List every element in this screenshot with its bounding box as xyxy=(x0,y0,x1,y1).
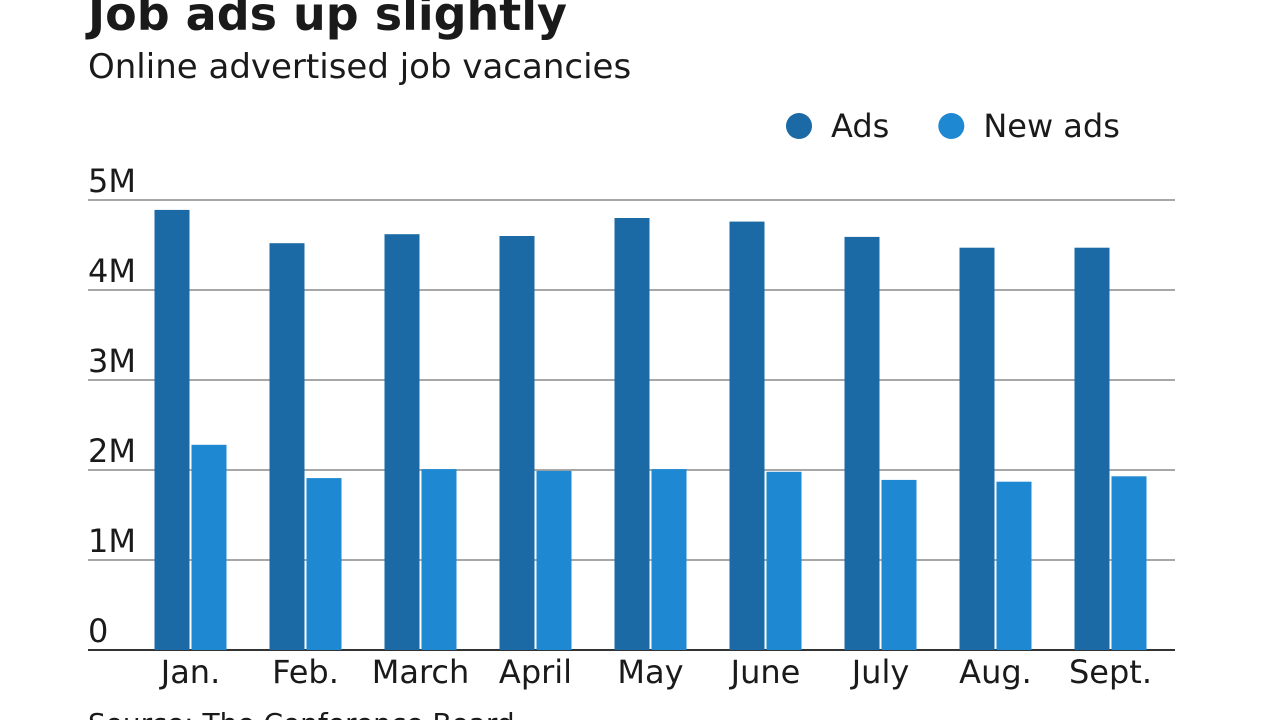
y-tick-label: 4M xyxy=(88,252,136,290)
x-tick-label: Aug. xyxy=(959,653,1032,691)
legend-label: New ads xyxy=(983,107,1120,145)
legend-label: Ads xyxy=(831,107,889,145)
y-tick-label: 1M xyxy=(88,522,136,560)
x-tick-label: April xyxy=(499,653,572,691)
bar xyxy=(499,236,535,650)
bar xyxy=(729,221,765,650)
bar xyxy=(996,481,1032,650)
chart-title: Job ads up slightly xyxy=(85,0,567,41)
bar xyxy=(1111,476,1147,650)
bar xyxy=(959,247,995,650)
bar xyxy=(614,218,650,650)
bar xyxy=(269,243,305,650)
bar xyxy=(154,209,190,650)
bar xyxy=(191,444,227,650)
bar xyxy=(881,479,917,650)
x-tick-label: March xyxy=(372,653,470,691)
x-tick-label: Jan. xyxy=(159,653,221,691)
x-tick-label: Feb. xyxy=(272,653,339,691)
bar xyxy=(306,478,342,650)
x-tick-label: May xyxy=(617,653,683,691)
bar xyxy=(536,470,572,650)
x-tick-label: Sept. xyxy=(1069,653,1152,691)
bar xyxy=(844,236,880,650)
y-tick-label: 2M xyxy=(88,432,136,470)
x-tick-label: July xyxy=(850,653,910,691)
y-tick-label: 5M xyxy=(88,162,136,200)
bar xyxy=(384,234,420,650)
y-tick-label: 0 xyxy=(88,612,108,650)
bar xyxy=(651,469,687,650)
bar xyxy=(421,469,457,650)
y-tick-label: 3M xyxy=(88,342,136,380)
source-note: Source: The Conference Board xyxy=(88,707,515,720)
chart-subtitle: Online advertised job vacancies xyxy=(88,47,631,87)
bar xyxy=(766,471,802,650)
x-tick-label: June xyxy=(729,653,801,691)
legend-marker xyxy=(938,113,965,139)
legend-marker xyxy=(786,113,812,139)
bar xyxy=(1074,247,1110,650)
